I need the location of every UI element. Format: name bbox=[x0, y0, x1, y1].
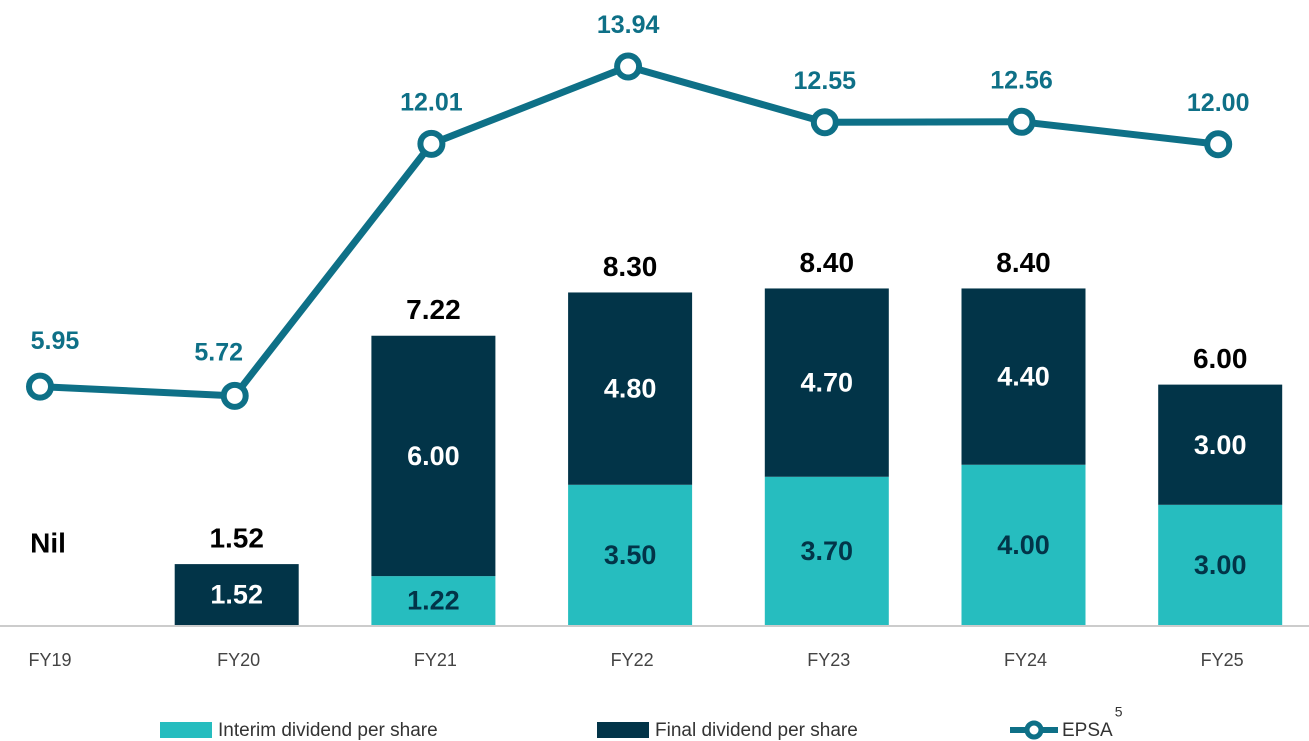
epsa-label: 12.00 bbox=[1187, 89, 1250, 117]
epsa-label: 12.56 bbox=[990, 66, 1053, 94]
total-label: Nil bbox=[30, 527, 66, 558]
segment-label: 1.52 bbox=[210, 580, 263, 610]
bar-segment bbox=[1158, 504, 1283, 625]
epsa-marker bbox=[614, 52, 643, 81]
epsa-marker bbox=[417, 129, 446, 158]
x-tick-label: FY21 bbox=[414, 650, 457, 670]
segment-label: 3.00 bbox=[1194, 430, 1247, 460]
x-tick-label: FY20 bbox=[217, 650, 260, 670]
epsa-marker bbox=[26, 372, 54, 401]
bar-segment bbox=[961, 464, 1086, 625]
epsa-marker bbox=[220, 381, 249, 410]
bar-segment bbox=[174, 564, 299, 625]
total-label: 8.40 bbox=[800, 247, 855, 278]
bar-segment bbox=[764, 288, 889, 477]
bar-segment bbox=[961, 288, 1086, 465]
legend-swatch bbox=[160, 722, 212, 738]
segment-label: 3.50 bbox=[604, 540, 657, 570]
x-tick-label: FY19 bbox=[28, 650, 71, 670]
legend-marker bbox=[1024, 720, 1044, 740]
total-label: 6.00 bbox=[1193, 343, 1248, 374]
x-tick-label: FY23 bbox=[807, 650, 850, 670]
x-tick-label: FY24 bbox=[1004, 650, 1047, 670]
epsa-marker bbox=[1204, 130, 1233, 159]
segment-label: 4.40 bbox=[997, 362, 1050, 392]
segment-label: 4.70 bbox=[801, 368, 854, 398]
legend-label: Interim dividend per share bbox=[218, 720, 438, 741]
segment-label: 3.00 bbox=[1194, 550, 1247, 580]
legend-label: EPSA bbox=[1062, 720, 1113, 741]
bar-segment bbox=[1158, 384, 1283, 505]
total-label: 8.40 bbox=[996, 247, 1051, 278]
legend-swatch bbox=[597, 722, 649, 738]
epsa-label: 5.72 bbox=[194, 338, 243, 366]
epsa-marker bbox=[1007, 107, 1036, 136]
epsa-marker bbox=[810, 108, 839, 137]
x-tick-label: FY22 bbox=[611, 650, 654, 670]
segment-label: 4.80 bbox=[604, 374, 657, 404]
segment-label: 4.00 bbox=[997, 530, 1050, 560]
legend-label: Final dividend per share bbox=[655, 720, 858, 741]
epsa-label: 13.94 bbox=[597, 11, 660, 39]
segment-label: 1.22 bbox=[407, 586, 460, 616]
segment-label: 3.70 bbox=[801, 536, 854, 566]
bar-segment bbox=[371, 576, 496, 625]
epsa-label: 5.95 bbox=[31, 327, 80, 355]
bar-segment bbox=[371, 335, 496, 577]
x-tick-label: FY25 bbox=[1201, 650, 1244, 670]
total-label: 1.52 bbox=[209, 522, 264, 553]
total-label: 8.30 bbox=[603, 251, 658, 282]
segment-label: 6.00 bbox=[407, 441, 460, 471]
epsa-label: 12.01 bbox=[400, 88, 463, 116]
total-label: 7.22 bbox=[406, 294, 461, 325]
legend-superscript: 5 bbox=[1115, 704, 1123, 720]
bar-segment bbox=[568, 292, 693, 485]
bar-segment bbox=[764, 476, 889, 625]
bar-segment bbox=[568, 484, 693, 625]
epsa-label: 12.55 bbox=[794, 67, 857, 95]
